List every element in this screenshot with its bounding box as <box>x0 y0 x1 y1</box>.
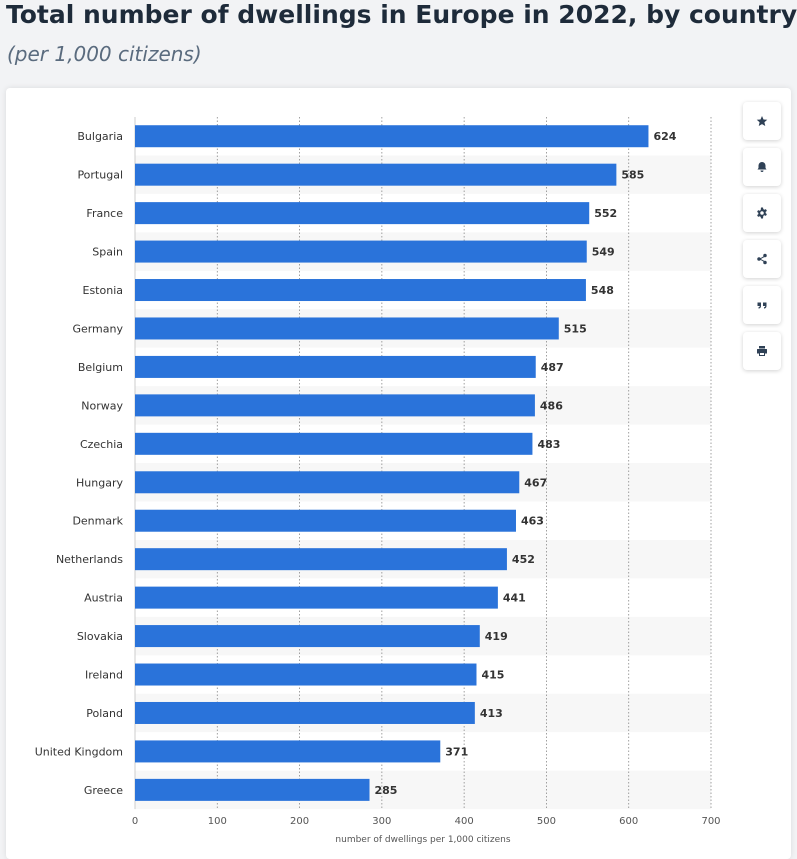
x-tick-label: 700 <box>701 816 720 827</box>
bar <box>135 471 520 494</box>
category-label: Denmark <box>72 515 123 528</box>
bar <box>135 778 370 801</box>
share-button[interactable] <box>743 240 781 278</box>
bell-icon <box>757 162 767 172</box>
bar <box>135 240 587 263</box>
value-label: 463 <box>521 515 544 528</box>
notification-button[interactable] <box>743 148 781 186</box>
bar <box>135 279 586 302</box>
category-label: Bulgaria <box>77 130 123 143</box>
star-icon <box>756 116 768 126</box>
x-tick-label: 500 <box>537 816 556 827</box>
category-label: Norway <box>81 399 123 412</box>
value-label: 413 <box>480 707 503 720</box>
category-label: Austria <box>84 592 123 605</box>
x-tick-label: 300 <box>372 816 391 827</box>
value-label: 415 <box>481 669 504 682</box>
value-label: 452 <box>512 553 535 566</box>
bar <box>135 701 475 724</box>
bar <box>135 394 535 417</box>
value-label: 285 <box>375 784 398 797</box>
value-label: 371 <box>445 745 468 758</box>
value-label: 486 <box>540 399 563 412</box>
bar <box>135 432 533 455</box>
print-button[interactable] <box>743 332 781 370</box>
value-label: 483 <box>537 438 560 451</box>
category-label: Poland <box>86 707 123 720</box>
value-label: 515 <box>564 322 587 335</box>
quote-icon <box>757 302 767 309</box>
x-axis-title: number of dwellings per 1,000 citizens <box>335 835 510 845</box>
category-label: Germany <box>72 322 123 335</box>
bar <box>135 548 507 571</box>
category-label: Hungary <box>76 476 123 489</box>
settings-button[interactable] <box>743 194 781 232</box>
bar <box>135 317 559 340</box>
value-label: 624 <box>653 130 676 143</box>
bar <box>135 163 617 186</box>
x-tick-label: 0 <box>132 816 138 827</box>
bar <box>135 509 516 532</box>
value-label: 487 <box>541 361 564 374</box>
bar <box>135 355 536 378</box>
page-subtitle: (per 1,000 citizens) <box>7 42 202 66</box>
bar <box>135 740 441 763</box>
x-tick-label: 600 <box>619 816 638 827</box>
value-label: 548 <box>591 284 614 297</box>
value-label: 552 <box>594 207 617 220</box>
category-label: Czechia <box>80 438 123 451</box>
x-tick-label: 200 <box>290 816 309 827</box>
category-label: France <box>86 207 123 220</box>
bar <box>135 625 480 648</box>
category-label: United Kingdom <box>35 745 123 758</box>
print-icon <box>757 346 767 356</box>
cite-button[interactable] <box>743 286 781 324</box>
value-label: 441 <box>503 592 526 605</box>
category-label: Greece <box>84 784 123 797</box>
category-label: Estonia <box>83 284 124 297</box>
category-label: Netherlands <box>56 553 123 566</box>
category-label: Ireland <box>85 669 123 682</box>
share-icon <box>757 253 767 265</box>
value-label: 467 <box>524 476 547 489</box>
page-title: Total number of dwellings in Europe in 2… <box>6 0 797 29</box>
category-label: Slovakia <box>77 630 123 643</box>
bar <box>135 202 590 225</box>
chart-card: 0 100 200 300 400 500 600 700 Bulgaria 624 Portuga… <box>6 88 791 859</box>
category-label: Spain <box>92 246 123 259</box>
bar <box>135 586 498 609</box>
x-tick-label: 100 <box>208 816 227 827</box>
chart-toolbar <box>743 102 781 378</box>
bar-chart: 0 100 200 300 400 500 600 700 Bulgaria 624 Portuga… <box>35 117 721 845</box>
bar <box>135 663 477 686</box>
bar <box>135 125 649 148</box>
category-label: Belgium <box>78 361 123 374</box>
value-label: 419 <box>485 630 508 643</box>
favorite-button[interactable] <box>743 102 781 140</box>
gear-icon <box>757 207 767 219</box>
value-label: 549 <box>592 246 615 259</box>
x-tick-label: 400 <box>455 816 474 827</box>
value-label: 585 <box>621 169 644 182</box>
category-label: Portugal <box>77 169 123 182</box>
